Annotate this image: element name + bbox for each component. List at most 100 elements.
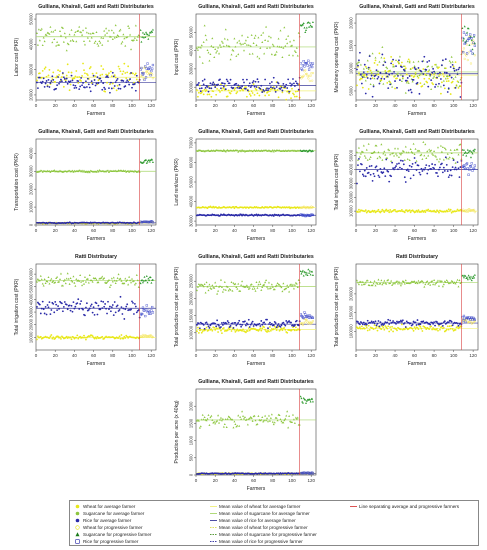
point-wheat-average xyxy=(115,89,118,92)
point-rice-average xyxy=(214,86,217,89)
x-tick-label: 20 xyxy=(213,353,219,358)
point-sugarcane-progressive xyxy=(467,274,470,277)
point-sugarcane-average xyxy=(43,40,46,43)
x-tick-label: 100 xyxy=(128,103,136,108)
point-rice-average xyxy=(401,75,404,78)
point-wheat-average xyxy=(391,60,394,63)
point-wheat-progressive xyxy=(473,319,476,323)
point-wheat-average xyxy=(437,329,439,332)
point-sugarcane-average xyxy=(84,26,87,29)
point-wheat-average xyxy=(201,330,204,333)
point-sugarcane-average xyxy=(287,286,290,289)
point-sugarcane-average xyxy=(444,281,447,283)
point-wheat-average xyxy=(119,337,122,340)
point-sugarcane-average xyxy=(214,150,217,152)
point-wheat-average xyxy=(419,82,422,85)
point-rice-progressive xyxy=(473,318,476,321)
point-sugarcane-average xyxy=(397,280,400,283)
point-sugarcane-average xyxy=(398,152,401,155)
point-rice-average xyxy=(200,87,203,90)
point-rice-average xyxy=(425,69,428,71)
point-sugarcane-average xyxy=(250,417,253,419)
point-wheat-average xyxy=(216,87,219,90)
point-rice-average xyxy=(58,307,60,310)
point-wheat-average xyxy=(383,211,386,214)
point-sugarcane-average xyxy=(432,76,435,79)
point-sugarcane-progressive xyxy=(306,274,309,276)
point-rice-average xyxy=(60,78,62,81)
point-sugarcane-average xyxy=(271,149,274,151)
point-sugarcane-average xyxy=(431,65,434,68)
plot-frame xyxy=(195,13,317,101)
point-wheat-average xyxy=(390,56,393,58)
point-sugarcane-average xyxy=(226,38,229,41)
point-sugarcane-average xyxy=(291,44,293,47)
point-rice-average xyxy=(88,86,91,89)
point-sugarcane-average xyxy=(196,150,199,152)
point-sugarcane-progressive xyxy=(471,277,474,279)
x-tick-label: 100 xyxy=(288,478,296,483)
point-sugarcane-average xyxy=(78,279,81,282)
point-wheat-average xyxy=(293,329,296,332)
point-rice-average xyxy=(415,324,418,326)
point-rice-average xyxy=(210,87,213,90)
point-sugarcane-average xyxy=(417,279,420,282)
point-sugarcane-average xyxy=(196,48,199,51)
point-sugarcane-progressive xyxy=(470,150,473,153)
point-wheat-average xyxy=(438,324,440,327)
point-sugarcane-progressive xyxy=(305,149,308,152)
point-sugarcane-average xyxy=(241,148,244,151)
y-axis-label: Total irrigation cost (PKR) xyxy=(334,153,340,210)
point-rice-average xyxy=(429,323,432,326)
point-wheat-average xyxy=(381,76,384,78)
point-wheat-average xyxy=(377,73,380,76)
point-wheat-average xyxy=(124,72,127,74)
point-sugarcane-average xyxy=(290,283,293,286)
point-sugarcane-average xyxy=(243,149,245,152)
y-axis-label: Total production cost per acre (PKR) xyxy=(334,266,340,347)
point-sugarcane-average xyxy=(375,281,378,284)
point-rice-average xyxy=(197,322,200,325)
point-sugarcane-average xyxy=(40,27,43,30)
point-rice-average xyxy=(387,87,390,90)
point-sugarcane-progressive xyxy=(141,35,144,38)
point-sugarcane-average xyxy=(221,290,224,293)
point-rice-average xyxy=(106,312,108,315)
point-rice-average xyxy=(408,164,411,167)
point-rice-average xyxy=(62,305,65,308)
legend-dot-icon xyxy=(75,511,80,516)
point-sugarcane-progressive xyxy=(308,269,311,272)
point-rice-average xyxy=(382,64,385,67)
x-tick-label: 120 xyxy=(147,103,155,108)
chart-title: Ratti Distributary xyxy=(396,254,438,260)
point-rice-average xyxy=(218,324,220,327)
point-sugarcane-average xyxy=(417,60,420,63)
y-tick-label: 1500 xyxy=(189,418,194,428)
point-sugarcane-average xyxy=(285,37,288,40)
point-rice-average xyxy=(74,84,77,87)
point-sugarcane-average xyxy=(421,280,424,282)
point-rice-progressive xyxy=(151,311,155,314)
point-rice-average xyxy=(94,84,97,87)
point-sugarcane-average xyxy=(106,281,109,284)
y-tick-label: 40000 xyxy=(29,147,34,159)
point-rice-average xyxy=(89,90,92,93)
point-rice-average xyxy=(286,87,289,89)
point-sugarcane-average xyxy=(94,277,97,280)
point-rice-average xyxy=(250,84,253,87)
point-rice-average xyxy=(439,71,441,74)
point-sugarcane-average xyxy=(424,283,427,286)
point-wheat-average xyxy=(286,331,289,334)
point-rice-average xyxy=(407,170,410,173)
point-wheat-average xyxy=(431,328,434,331)
point-sugarcane-average xyxy=(219,45,222,48)
point-wheat-average xyxy=(109,83,111,86)
point-sugarcane-average xyxy=(390,160,393,162)
point-sugarcane-average xyxy=(219,285,221,287)
point-rice-average xyxy=(85,86,88,88)
point-sugarcane-average xyxy=(102,277,105,280)
point-rice-average xyxy=(202,323,205,326)
point-rice-average xyxy=(394,80,396,82)
point-rice-average xyxy=(396,320,398,323)
point-rice-progressive xyxy=(307,316,311,319)
